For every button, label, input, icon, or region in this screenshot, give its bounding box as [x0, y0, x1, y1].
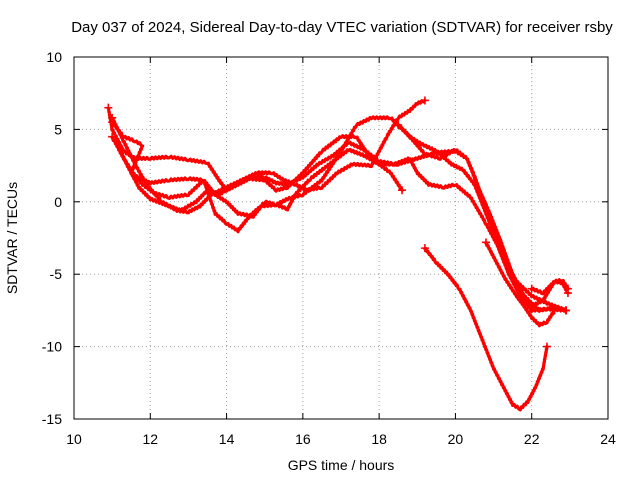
y-tick-label: -15 — [42, 411, 62, 427]
data-point-marker — [108, 132, 117, 141]
axis-ticks: 10 12 14 16 18 20 22 24 -15 -10 -5 0 5 10 — [42, 49, 616, 447]
y-tick-label: 10 — [46, 49, 62, 65]
data-point-marker — [550, 306, 559, 315]
data-point-marker — [562, 306, 571, 315]
data-point-marker — [104, 103, 113, 112]
series-markers-sat-e — [108, 96, 429, 122]
data-series — [104, 96, 572, 412]
x-tick-label: 20 — [448, 431, 464, 447]
x-axis-label: GPS time / hours — [288, 457, 395, 473]
x-tick-label: 10 — [66, 431, 82, 447]
data-point-marker — [420, 244, 429, 253]
series-markers-sat-g — [420, 244, 551, 351]
series-markers-sat-h — [481, 238, 559, 315]
data-point-marker — [542, 342, 551, 351]
y-tick-label: -10 — [42, 339, 62, 355]
x-tick-label: 12 — [142, 431, 158, 447]
series-line-sat-e — [110, 98, 427, 215]
grid — [74, 57, 608, 419]
x-tick-label: 18 — [371, 431, 387, 447]
chart-title: Day 037 of 2024, Sidereal Day-to-day VTE… — [71, 19, 613, 36]
y-axis-label: SDTVAR / TECUs — [4, 182, 20, 294]
plot-frame — [73, 56, 609, 420]
data-point-marker — [481, 238, 490, 247]
y-tick-label: -5 — [50, 266, 63, 282]
y-tick-label: 5 — [54, 121, 62, 137]
x-tick-label: 14 — [219, 431, 235, 447]
series-line-sat-f — [396, 123, 570, 309]
series-line-sat-h — [484, 241, 557, 328]
data-point-marker — [420, 96, 429, 105]
data-point-marker — [398, 186, 407, 195]
data-point-marker — [108, 113, 117, 122]
x-tick-label: 16 — [295, 431, 311, 447]
data-point-marker — [527, 284, 536, 293]
x-tick-label: 24 — [600, 431, 616, 447]
x-tick-label: 22 — [524, 431, 540, 447]
y-tick-label: 0 — [54, 194, 62, 210]
series-line-sat-g — [423, 247, 549, 412]
data-point-marker — [394, 121, 403, 130]
series-line-sat-i — [530, 279, 570, 296]
series-markers-sat-i — [527, 284, 572, 298]
series-markers-sat-d — [111, 136, 571, 315]
series-line-sat-b — [110, 115, 568, 313]
data-point-marker — [111, 136, 120, 145]
series-line-sat-d — [114, 140, 568, 313]
data-point-marker — [563, 289, 572, 298]
